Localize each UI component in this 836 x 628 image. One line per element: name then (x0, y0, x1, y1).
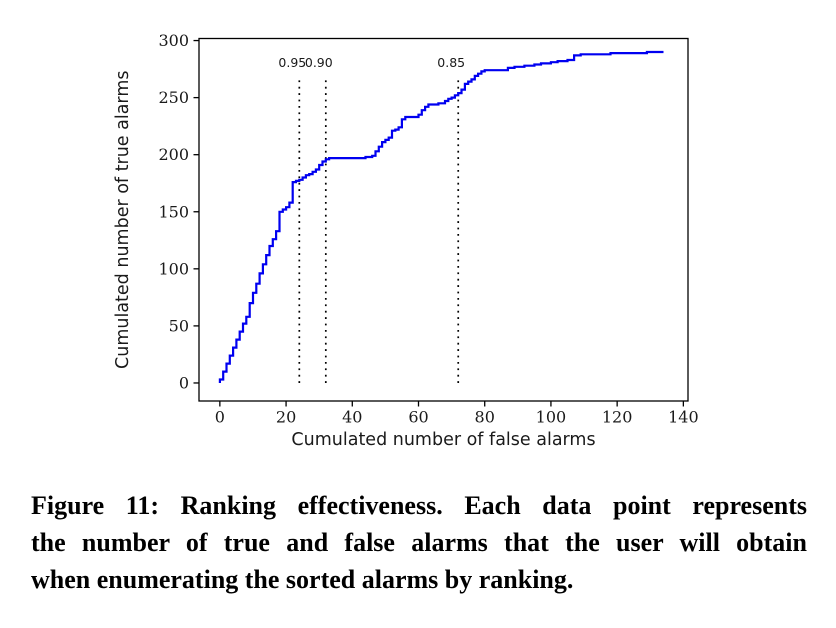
y-tick-label: 50 (169, 316, 189, 335)
y-tick-label: 300 (158, 31, 189, 50)
threshold-label: 0.95 (278, 55, 306, 70)
caption-line: the number of true and false alarms that… (31, 528, 807, 557)
y-tick-label: 150 (158, 202, 189, 221)
caption-line: when enumerating the sorted alarms by ra… (31, 565, 574, 594)
x-tick-label: 120 (602, 408, 633, 427)
y-tick-label: 0 (179, 373, 189, 392)
figure-caption: Figure 11: Ranking effectiveness. Each d… (31, 487, 807, 598)
ranking-curve (218, 50, 664, 383)
caption-line: Figure 11: Ranking effectiveness. Each d… (31, 491, 807, 520)
y-tick-label: 250 (158, 88, 189, 107)
x-axis-label: Cumulated number of false alarms (291, 430, 595, 450)
x-tick-label: 100 (536, 408, 567, 427)
y-axis-label: Cumulated number of true alarms (113, 71, 133, 369)
plot-frame (198, 37, 689, 402)
threshold-label: 0.85 (437, 55, 465, 70)
y-tick-label: 200 (158, 145, 189, 164)
threshold-label: 0.90 (305, 55, 333, 70)
x-tick-label: 20 (276, 408, 296, 427)
ranking-effectiveness-chart: 0 20 40 60 80 100 120 140 0 50 100 150 200 250 300 0.95… (113, 31, 699, 450)
x-tick-label: 80 (475, 408, 495, 427)
x-tick-label: 0 (215, 408, 225, 427)
y-tick-label: 100 (158, 259, 189, 278)
x-tick-label: 40 (342, 408, 362, 427)
x-tick-label: 60 (408, 408, 428, 427)
x-tick-label: 140 (668, 408, 699, 427)
